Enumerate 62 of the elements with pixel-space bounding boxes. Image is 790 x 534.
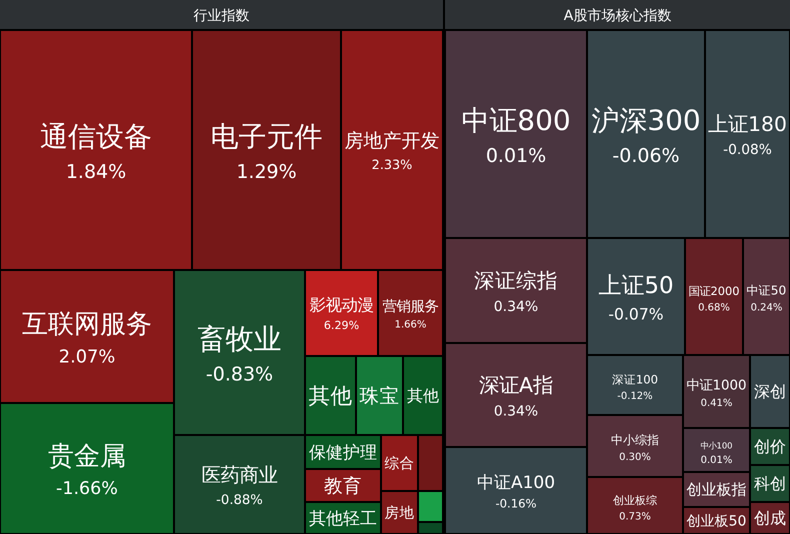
text: 行业指数 xyxy=(194,8,250,24)
category-label: 深证A指 xyxy=(479,372,553,397)
category-label: 国证2000 xyxy=(688,284,740,298)
data-label: -0.07% xyxy=(608,305,664,324)
category-label: 影视动漫 xyxy=(310,296,374,315)
category-label: 创价 xyxy=(754,437,786,456)
data-label: -0.16% xyxy=(495,496,537,510)
category-label: 上证50 xyxy=(598,273,674,300)
category-label: 综合 xyxy=(384,455,414,472)
category-label: 创业板指 xyxy=(686,482,746,499)
data-label: 1.84% xyxy=(66,160,126,183)
category-label: 上证180 xyxy=(708,112,787,136)
category-label: 房地产开发 xyxy=(344,130,440,152)
text: A股市场核心指数 xyxy=(564,8,672,24)
category-label: 中证A100 xyxy=(476,472,556,493)
data-label: -0.83% xyxy=(206,363,274,386)
category-label: 深创 xyxy=(754,382,786,402)
data-label: 0.34% xyxy=(494,403,538,420)
data-label: 2.33% xyxy=(372,158,412,173)
category-label: 深证综指 xyxy=(474,268,558,292)
data-label: 0.01% xyxy=(700,455,732,466)
category-label: 中小综指 xyxy=(611,433,659,448)
category-label: 创业板综 xyxy=(613,494,657,507)
category-label: 中证50 xyxy=(746,284,786,298)
category-label: 创成 xyxy=(754,508,786,528)
category-label: 其他 xyxy=(407,386,439,406)
data-label: 0.68% xyxy=(698,302,730,314)
category-label: 电子元件 xyxy=(210,120,322,153)
data-label: 0.73% xyxy=(619,511,651,522)
data-label: 1.29% xyxy=(236,160,297,183)
data-label: 0.30% xyxy=(619,452,651,463)
category-label: 通信设备 xyxy=(40,120,152,153)
data-label: 2.07% xyxy=(58,346,116,368)
category-label: 创业板50 xyxy=(686,513,746,530)
category-label: 贵金属 xyxy=(48,442,126,472)
category-label: 教育 xyxy=(324,475,362,498)
category-label: 深证100 xyxy=(612,372,658,386)
data-label: 0.34% xyxy=(494,299,538,316)
category-label: 畜牧业 xyxy=(198,322,282,356)
category-label: 珠宝 xyxy=(360,384,400,408)
category-label: 中证1000 xyxy=(686,378,747,394)
category-label: 房地 xyxy=(384,504,414,522)
data-label: 0.01% xyxy=(486,144,546,167)
category-label: 中小100 xyxy=(700,440,732,451)
data-label: 0.24% xyxy=(750,302,782,314)
category-label: 科创 xyxy=(754,474,786,494)
category-label: 其他 xyxy=(308,384,352,410)
category-label: 保健护理 xyxy=(309,442,377,463)
data-label: -0.06% xyxy=(612,144,680,167)
data-label: -1.66% xyxy=(56,479,118,500)
category-label: 互联网服务 xyxy=(22,310,152,340)
data-label: -0.08% xyxy=(723,142,772,158)
category-label: 营销服务 xyxy=(382,298,438,315)
data-label: 0.41% xyxy=(700,398,732,409)
data-label: 1.66% xyxy=(394,320,426,331)
data-label: -0.12% xyxy=(617,390,653,402)
category-label: 沪深300 xyxy=(591,104,701,137)
category-label: 其他轻工 xyxy=(309,508,377,529)
category-label: 中证800 xyxy=(461,104,571,137)
data-label: -0.88% xyxy=(216,492,263,508)
data-label: 6.29% xyxy=(324,319,360,332)
category-label: 医药商业 xyxy=(202,464,278,487)
